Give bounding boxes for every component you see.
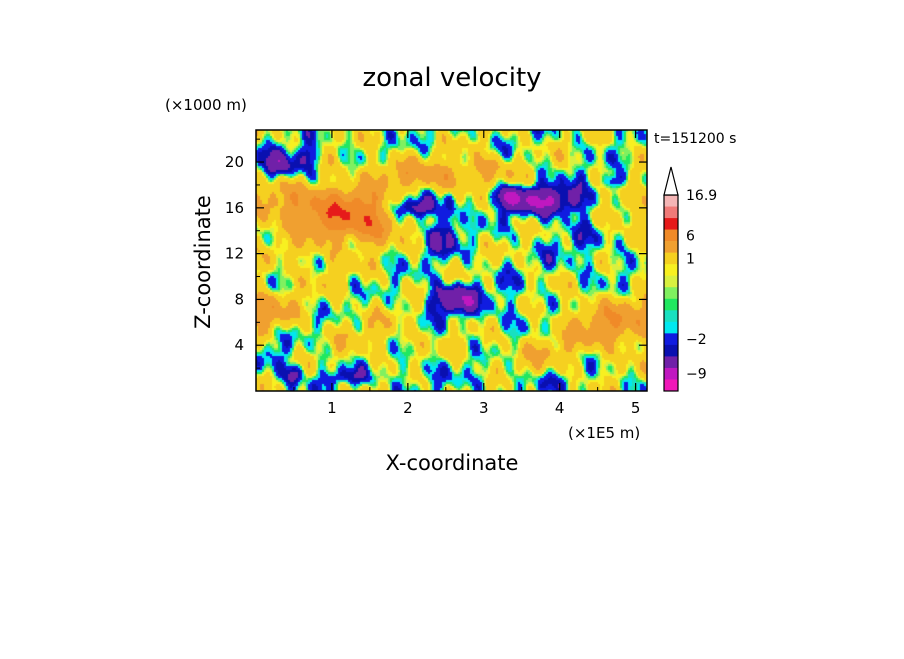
colorbar-segment bbox=[664, 195, 678, 207]
colorbar-label: −2 bbox=[686, 332, 707, 348]
colorbar-segment bbox=[664, 367, 678, 380]
colorbar-segment bbox=[664, 287, 678, 300]
colorbar-segment bbox=[664, 298, 678, 311]
colorbar-segment bbox=[664, 333, 678, 346]
colorbar-segment bbox=[664, 229, 678, 242]
time-label: t=151200 s bbox=[654, 131, 736, 147]
x-tick-label: 2 bbox=[403, 399, 413, 417]
x-tick-label: 4 bbox=[555, 399, 565, 417]
colorbar-segment bbox=[664, 218, 678, 230]
x-axis-label: X-coordinate bbox=[386, 451, 519, 475]
colorbar-label: 1 bbox=[686, 251, 695, 267]
colorbar-segment bbox=[664, 344, 678, 357]
y-tick-label: 20 bbox=[225, 153, 244, 171]
colorbar-arrow bbox=[663, 166, 679, 196]
x-tick-label: 5 bbox=[631, 399, 641, 417]
colorbar-segment bbox=[664, 310, 678, 323]
y-tick-label: 8 bbox=[234, 290, 244, 308]
colorbar-label: 16.9 bbox=[686, 188, 717, 204]
colorbar-segment bbox=[664, 241, 678, 253]
y-unit-label: (×1000 m) bbox=[165, 96, 247, 114]
y-tick-label: 12 bbox=[225, 245, 244, 263]
colorbar-segment bbox=[664, 264, 678, 277]
y-tick-label: 16 bbox=[225, 199, 244, 217]
chart-title: zonal velocity bbox=[362, 63, 541, 93]
y-axis-label: Z-coordinate bbox=[191, 195, 215, 329]
colorbar-segment bbox=[664, 379, 678, 392]
heatmap-image bbox=[256, 130, 647, 391]
heatmap-plot bbox=[256, 130, 647, 391]
colorbar-segment bbox=[664, 252, 678, 265]
x-tick-label: 1 bbox=[327, 399, 337, 417]
colorbar-segment bbox=[664, 356, 678, 369]
colorbar-segment bbox=[664, 321, 678, 334]
plot-frame bbox=[255, 129, 648, 392]
colorbar-segment bbox=[664, 206, 678, 219]
colorbar: 16.9 6 1 −2 −9 bbox=[663, 166, 717, 392]
x-tick-label: 3 bbox=[479, 399, 489, 417]
colorbar-segment bbox=[664, 275, 678, 288]
x-unit-label: (×1E5 m) bbox=[568, 424, 640, 442]
y-tick-label: 4 bbox=[234, 336, 244, 354]
colorbar-label: −9 bbox=[686, 367, 707, 383]
colorbar-label: 6 bbox=[686, 228, 695, 244]
